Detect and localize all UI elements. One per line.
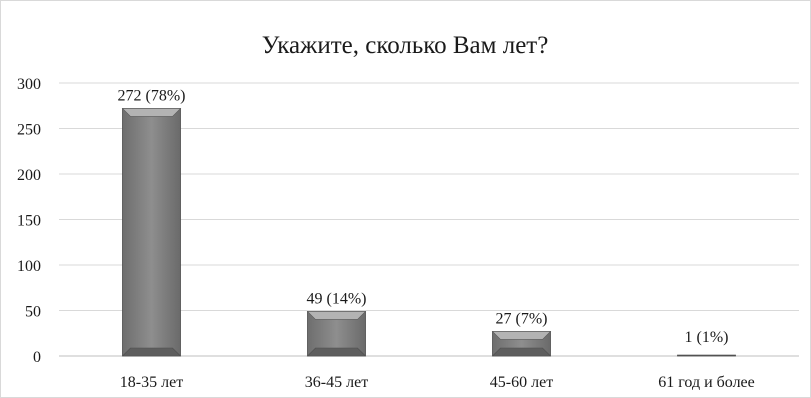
- category-label-3: 61 год и более: [658, 374, 755, 391]
- y-tick-label: 100: [17, 258, 41, 275]
- y-tick-label: 200: [17, 167, 41, 184]
- data-labels: 272 (78%) 49 (14%) 27 (7%) 1 (1%): [118, 87, 729, 346]
- x-axis-categories: 18-35 лет 36-45 лет 45-60 лет 61 год и боле…: [120, 374, 755, 391]
- y-tick-label: 0: [33, 349, 41, 366]
- data-label-2: 27 (7%): [496, 310, 548, 327]
- data-label-0: 272 (78%): [118, 87, 186, 104]
- category-label-0: 18-35 лет: [120, 374, 183, 391]
- y-axis-ticks: 0 50 100 150 200 250 300: [17, 76, 41, 366]
- chart-title: Укажите, сколько Вам лет?: [262, 32, 549, 59]
- y-tick-label: 250: [17, 122, 41, 139]
- y-tick-label: 300: [17, 76, 41, 93]
- category-label-2: 45-60 лет: [490, 374, 553, 391]
- bar-2: [491, 331, 552, 357]
- gridlines: [59, 82, 799, 357]
- y-tick-label: 150: [17, 213, 41, 230]
- bar-1: [306, 311, 367, 357]
- bars: [121, 108, 736, 357]
- bar-3: [677, 354, 736, 357]
- data-label-3: 1 (1%): [685, 329, 729, 346]
- y-tick-label: 50: [25, 304, 41, 321]
- data-label-1: 49 (14%): [307, 290, 367, 307]
- bar-0: [121, 108, 182, 357]
- category-label-1: 36-45 лет: [305, 374, 368, 391]
